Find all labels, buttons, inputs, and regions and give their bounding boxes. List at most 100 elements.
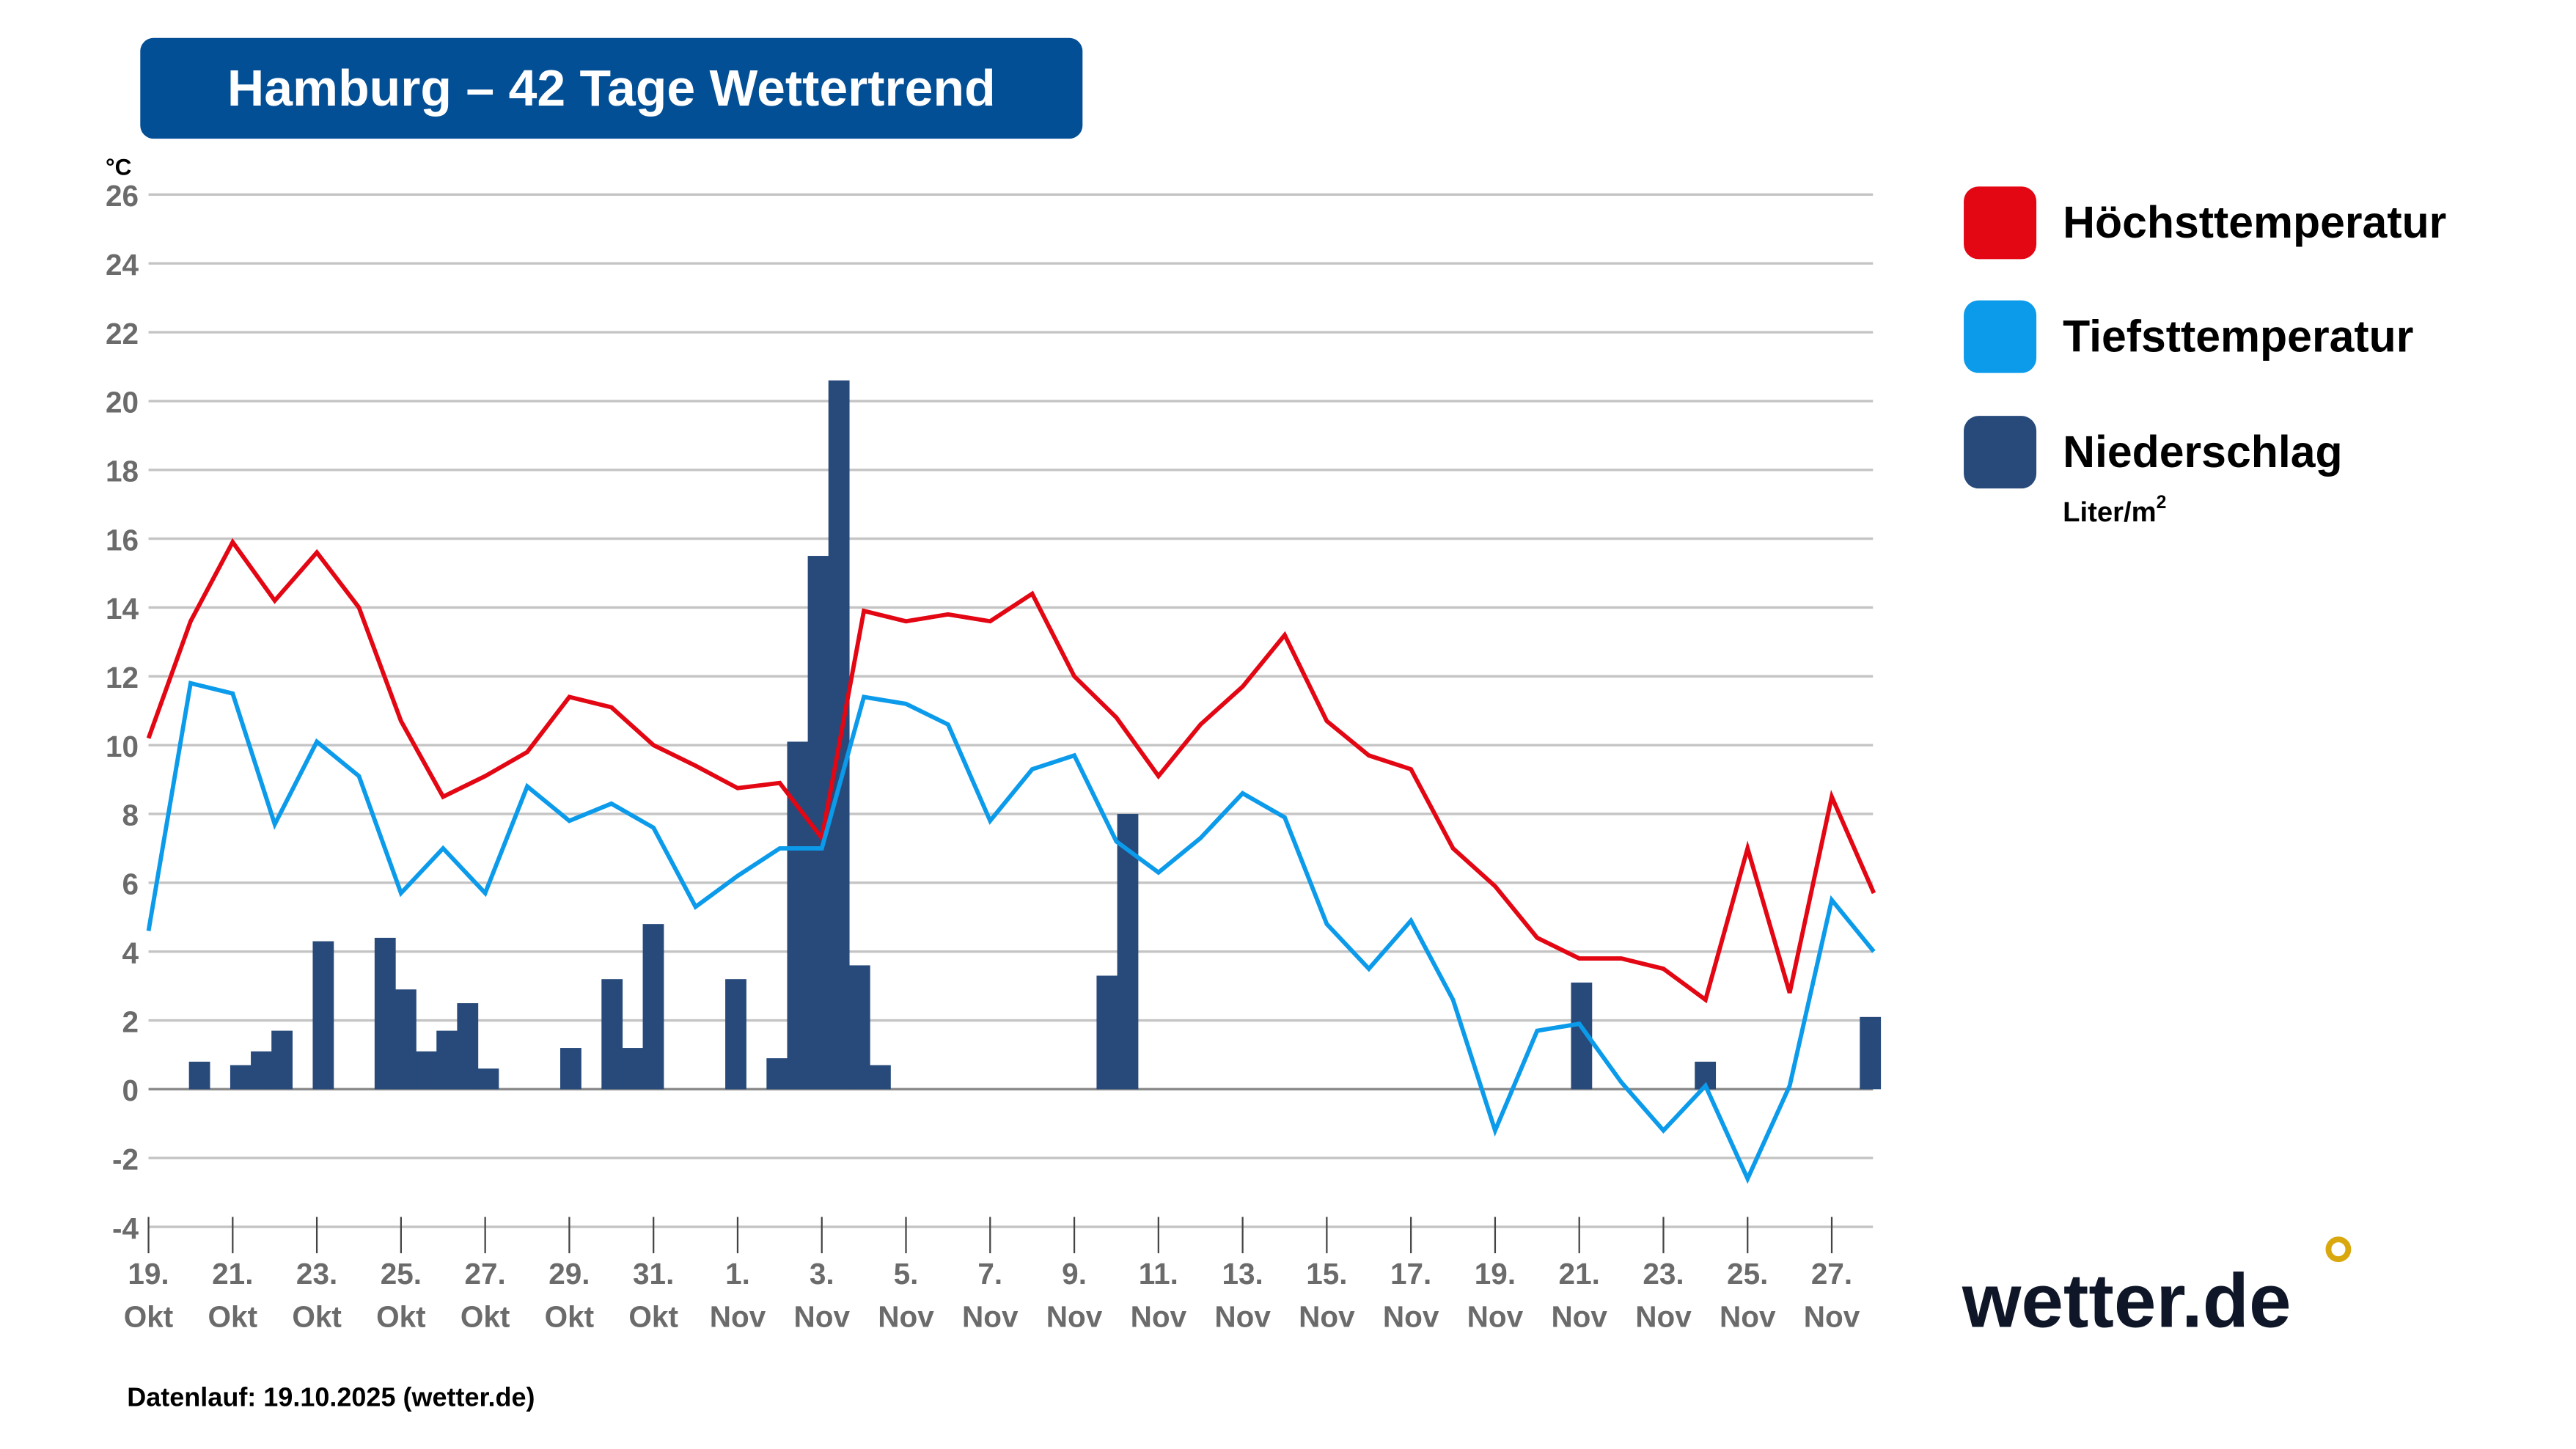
- y-tick-label: 0: [122, 1074, 139, 1107]
- x-tick-day: 23.: [1643, 1257, 1684, 1291]
- precipitation-bar: [766, 1058, 788, 1090]
- precipitation-bar: [560, 1048, 581, 1090]
- y-tick-label: 14: [106, 592, 139, 626]
- precipitation-bar: [601, 979, 623, 1090]
- title-background: [140, 37, 1083, 139]
- unit-superscript: 2: [2157, 493, 2167, 513]
- legend-precip-unit: Liter/m2: [2063, 493, 2166, 528]
- x-tick-month: Okt: [628, 1299, 678, 1333]
- precipitation-bar: [870, 1065, 891, 1090]
- x-tick-month: Nov: [1635, 1299, 1692, 1333]
- x-tick-month: Nov: [1131, 1299, 1187, 1333]
- x-tick-month: Okt: [376, 1299, 426, 1333]
- legend-swatch-high: [1964, 186, 2037, 260]
- precipitation-bar: [1117, 813, 1139, 1090]
- x-tick-month: Nov: [878, 1299, 934, 1333]
- x-tick-month: Nov: [1551, 1299, 1607, 1333]
- y-tick-label: 10: [106, 730, 139, 763]
- legend-label-low: Tiefsttemperatur: [2063, 311, 2413, 361]
- y-tick-label: 6: [122, 867, 139, 901]
- legend-item-high: Höchsttemperatur: [1964, 186, 2446, 260]
- y-tick-label: 24: [106, 248, 139, 282]
- x-tick-month: Nov: [710, 1299, 766, 1333]
- x-tick-day: 3.: [810, 1257, 834, 1291]
- legend-label-high: Höchsttemperatur: [2063, 197, 2446, 247]
- x-tick-month: Nov: [1720, 1299, 1776, 1333]
- precipitation-bar: [251, 1051, 272, 1090]
- x-tick-day: 1.: [725, 1257, 750, 1291]
- footer-data-run: Datenlauf: 19.10.2025 (wetter.de): [127, 1382, 535, 1412]
- x-tick-day: 29.: [548, 1257, 590, 1291]
- unit-base: Liter/m: [2063, 496, 2157, 528]
- x-tick-day: 25.: [1727, 1257, 1768, 1291]
- chart-title: Hamburg – 42 Tage Wettertrend: [227, 59, 996, 117]
- x-tick-month: Nov: [793, 1299, 850, 1333]
- x-tick-day: 27.: [464, 1257, 505, 1291]
- legend-item-precip: Niederschlag Liter/m2: [1964, 416, 2343, 528]
- x-tick-month: Okt: [124, 1299, 174, 1333]
- high-temperature-line: [146, 538, 1876, 1004]
- x-tick-month: Nov: [1467, 1299, 1524, 1333]
- x-tick-day: 25.: [381, 1257, 422, 1291]
- x-tick-day: 27.: [1811, 1257, 1852, 1291]
- x-tick-month: Nov: [1804, 1299, 1860, 1333]
- legend-swatch-precip: [1964, 416, 2037, 489]
- precipitation-bars: [188, 380, 1882, 1090]
- precipitation-bar: [271, 1030, 293, 1090]
- y-tick-label: 12: [106, 661, 139, 694]
- x-tick-day: 5.: [894, 1257, 919, 1291]
- y-tick-label: 4: [122, 936, 139, 969]
- x-tick-month: Nov: [1046, 1299, 1103, 1333]
- x-tick-day: 9.: [1062, 1257, 1087, 1291]
- legend: Höchsttemperatur Tiefsttemperatur Nieder…: [1964, 186, 2446, 528]
- precipitation-bar: [395, 989, 417, 1090]
- x-tick-day: 21.: [212, 1257, 253, 1291]
- x-tick-day: 31.: [633, 1257, 674, 1291]
- precipitation-bar: [477, 1068, 499, 1090]
- precipitation-bar: [848, 965, 870, 1090]
- low-temperature-line: [146, 681, 1876, 1184]
- precipitation-bar: [436, 1030, 458, 1090]
- precipitation-bar: [457, 1003, 479, 1090]
- precipitation-bar: [622, 1048, 644, 1090]
- legend-item-low: Tiefsttemperatur: [1964, 300, 2413, 373]
- y-tick-label: -4: [112, 1211, 139, 1245]
- precipitation-bar: [188, 1061, 210, 1090]
- x-axis: 19. Okt 21. Okt 23. Okt 25. Okt 27. Okt 29. Okt 31. O…: [124, 1217, 1860, 1333]
- title-badge: Hamburg – 42 Tage Wettertrend: [140, 37, 1083, 139]
- precipitation-bar: [312, 941, 334, 1090]
- x-tick-month: Nov: [1383, 1299, 1439, 1333]
- x-tick-day: 15.: [1306, 1257, 1347, 1291]
- precipitation-bar: [1096, 975, 1118, 1090]
- precipitation-bar: [642, 924, 664, 1090]
- y-tick-label: 16: [106, 523, 139, 557]
- x-tick-day: 19.: [1475, 1257, 1516, 1291]
- legend-swatch-low: [1964, 300, 2037, 373]
- y-tick-label: 26: [106, 179, 139, 213]
- x-tick-day: 11.: [1139, 1257, 1178, 1291]
- x-tick-day: 21.: [1559, 1257, 1600, 1291]
- x-tick-month: Okt: [208, 1299, 258, 1333]
- wetter-de-logo: wetter.de: [1962, 1236, 2352, 1343]
- x-tick-month: Okt: [292, 1299, 342, 1333]
- x-tick-month: Okt: [545, 1299, 595, 1333]
- y-tick-label: 18: [106, 455, 139, 488]
- legend-label-precip: Niederschlag: [2063, 427, 2343, 477]
- precipitation-bar: [374, 937, 396, 1090]
- precipitation-bar: [1860, 1016, 1882, 1090]
- x-tick-day: 7.: [977, 1257, 1002, 1291]
- logo-dot-icon: [2325, 1236, 2352, 1263]
- y-axis-unit: °C: [106, 154, 131, 180]
- precipitation-bar: [725, 979, 746, 1090]
- y-tick-label: 2: [122, 1005, 139, 1038]
- x-tick-month: Okt: [460, 1299, 510, 1333]
- x-tick-month: Nov: [1214, 1299, 1271, 1333]
- x-tick-month: Nov: [1299, 1299, 1355, 1333]
- x-tick-month: Nov: [962, 1299, 1019, 1333]
- precipitation-bar: [416, 1051, 437, 1090]
- y-tick-label: 20: [106, 386, 139, 419]
- x-tick-day: 23.: [296, 1257, 337, 1291]
- x-tick-day: 17.: [1390, 1257, 1431, 1291]
